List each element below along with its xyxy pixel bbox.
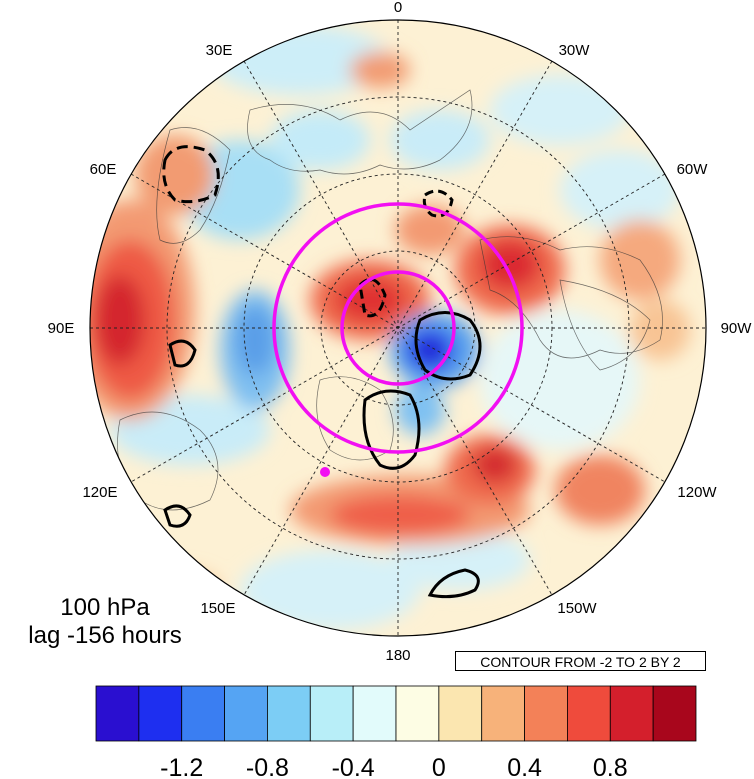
lon-label-120e: 120E <box>82 484 117 501</box>
magenta-ring-inner <box>340 270 456 386</box>
colorbar <box>95 685 697 742</box>
colorbar-box <box>309 685 354 742</box>
colorbar-tick-label: 0.4 <box>507 754 542 779</box>
lon-label-120w: 120W <box>677 484 717 501</box>
colorbar-box <box>652 685 697 742</box>
lon-label-150e: 150E <box>200 600 235 617</box>
contour-note: CONTOUR FROM -2 TO 2 BY 2 <box>455 651 706 671</box>
lon-label-90w: 90W <box>721 320 753 337</box>
colorbar-tick-label: -0.4 <box>332 754 375 779</box>
colorbar-box <box>567 685 611 742</box>
colorbar-box <box>181 685 225 742</box>
colorbar-box <box>609 685 654 742</box>
colorbar-tick-label: 0 <box>432 754 446 779</box>
lon-label-0: 0 <box>394 0 402 16</box>
colorbar-tick-label: -0.8 <box>246 754 289 779</box>
colorbar-labels: -1.2 -0.8 -0.4 0 0.4 0.8 <box>160 754 628 779</box>
lon-label-150w: 150W <box>557 600 597 617</box>
colorbar-box <box>352 685 397 742</box>
colorbar-box <box>95 685 140 742</box>
colorbar-box <box>267 685 311 742</box>
lon-label-60e: 60E <box>90 161 117 178</box>
lag-caption: lag -156 hours <box>28 622 182 649</box>
map-boundary <box>89 19 707 637</box>
colorbar-box <box>224 685 268 742</box>
lon-label-180: 180 <box>385 647 410 664</box>
colorbar-box <box>524 685 568 742</box>
colorbar-box <box>138 685 183 742</box>
lon-label-30e: 30E <box>206 42 233 59</box>
magenta-ring-outer <box>272 202 524 454</box>
colorbar-box <box>481 685 525 742</box>
magenta-marker <box>320 467 330 477</box>
colorbar-box <box>395 685 440 742</box>
colorbar-box <box>438 685 483 742</box>
lon-label-30w: 30W <box>559 42 591 59</box>
colorbar-tick-label: -1.2 <box>160 754 203 779</box>
level-caption: 100 hPa <box>60 594 150 621</box>
lon-label-90e: 90E <box>48 320 75 337</box>
longitude-labels: 0 30W 60W 90W 120W 150W 180 150E 120E 90… <box>48 0 753 664</box>
colorbar-tick-label: 0.8 <box>593 754 628 779</box>
anomaly-field <box>90 20 706 636</box>
lon-label-60w: 60W <box>677 161 709 178</box>
